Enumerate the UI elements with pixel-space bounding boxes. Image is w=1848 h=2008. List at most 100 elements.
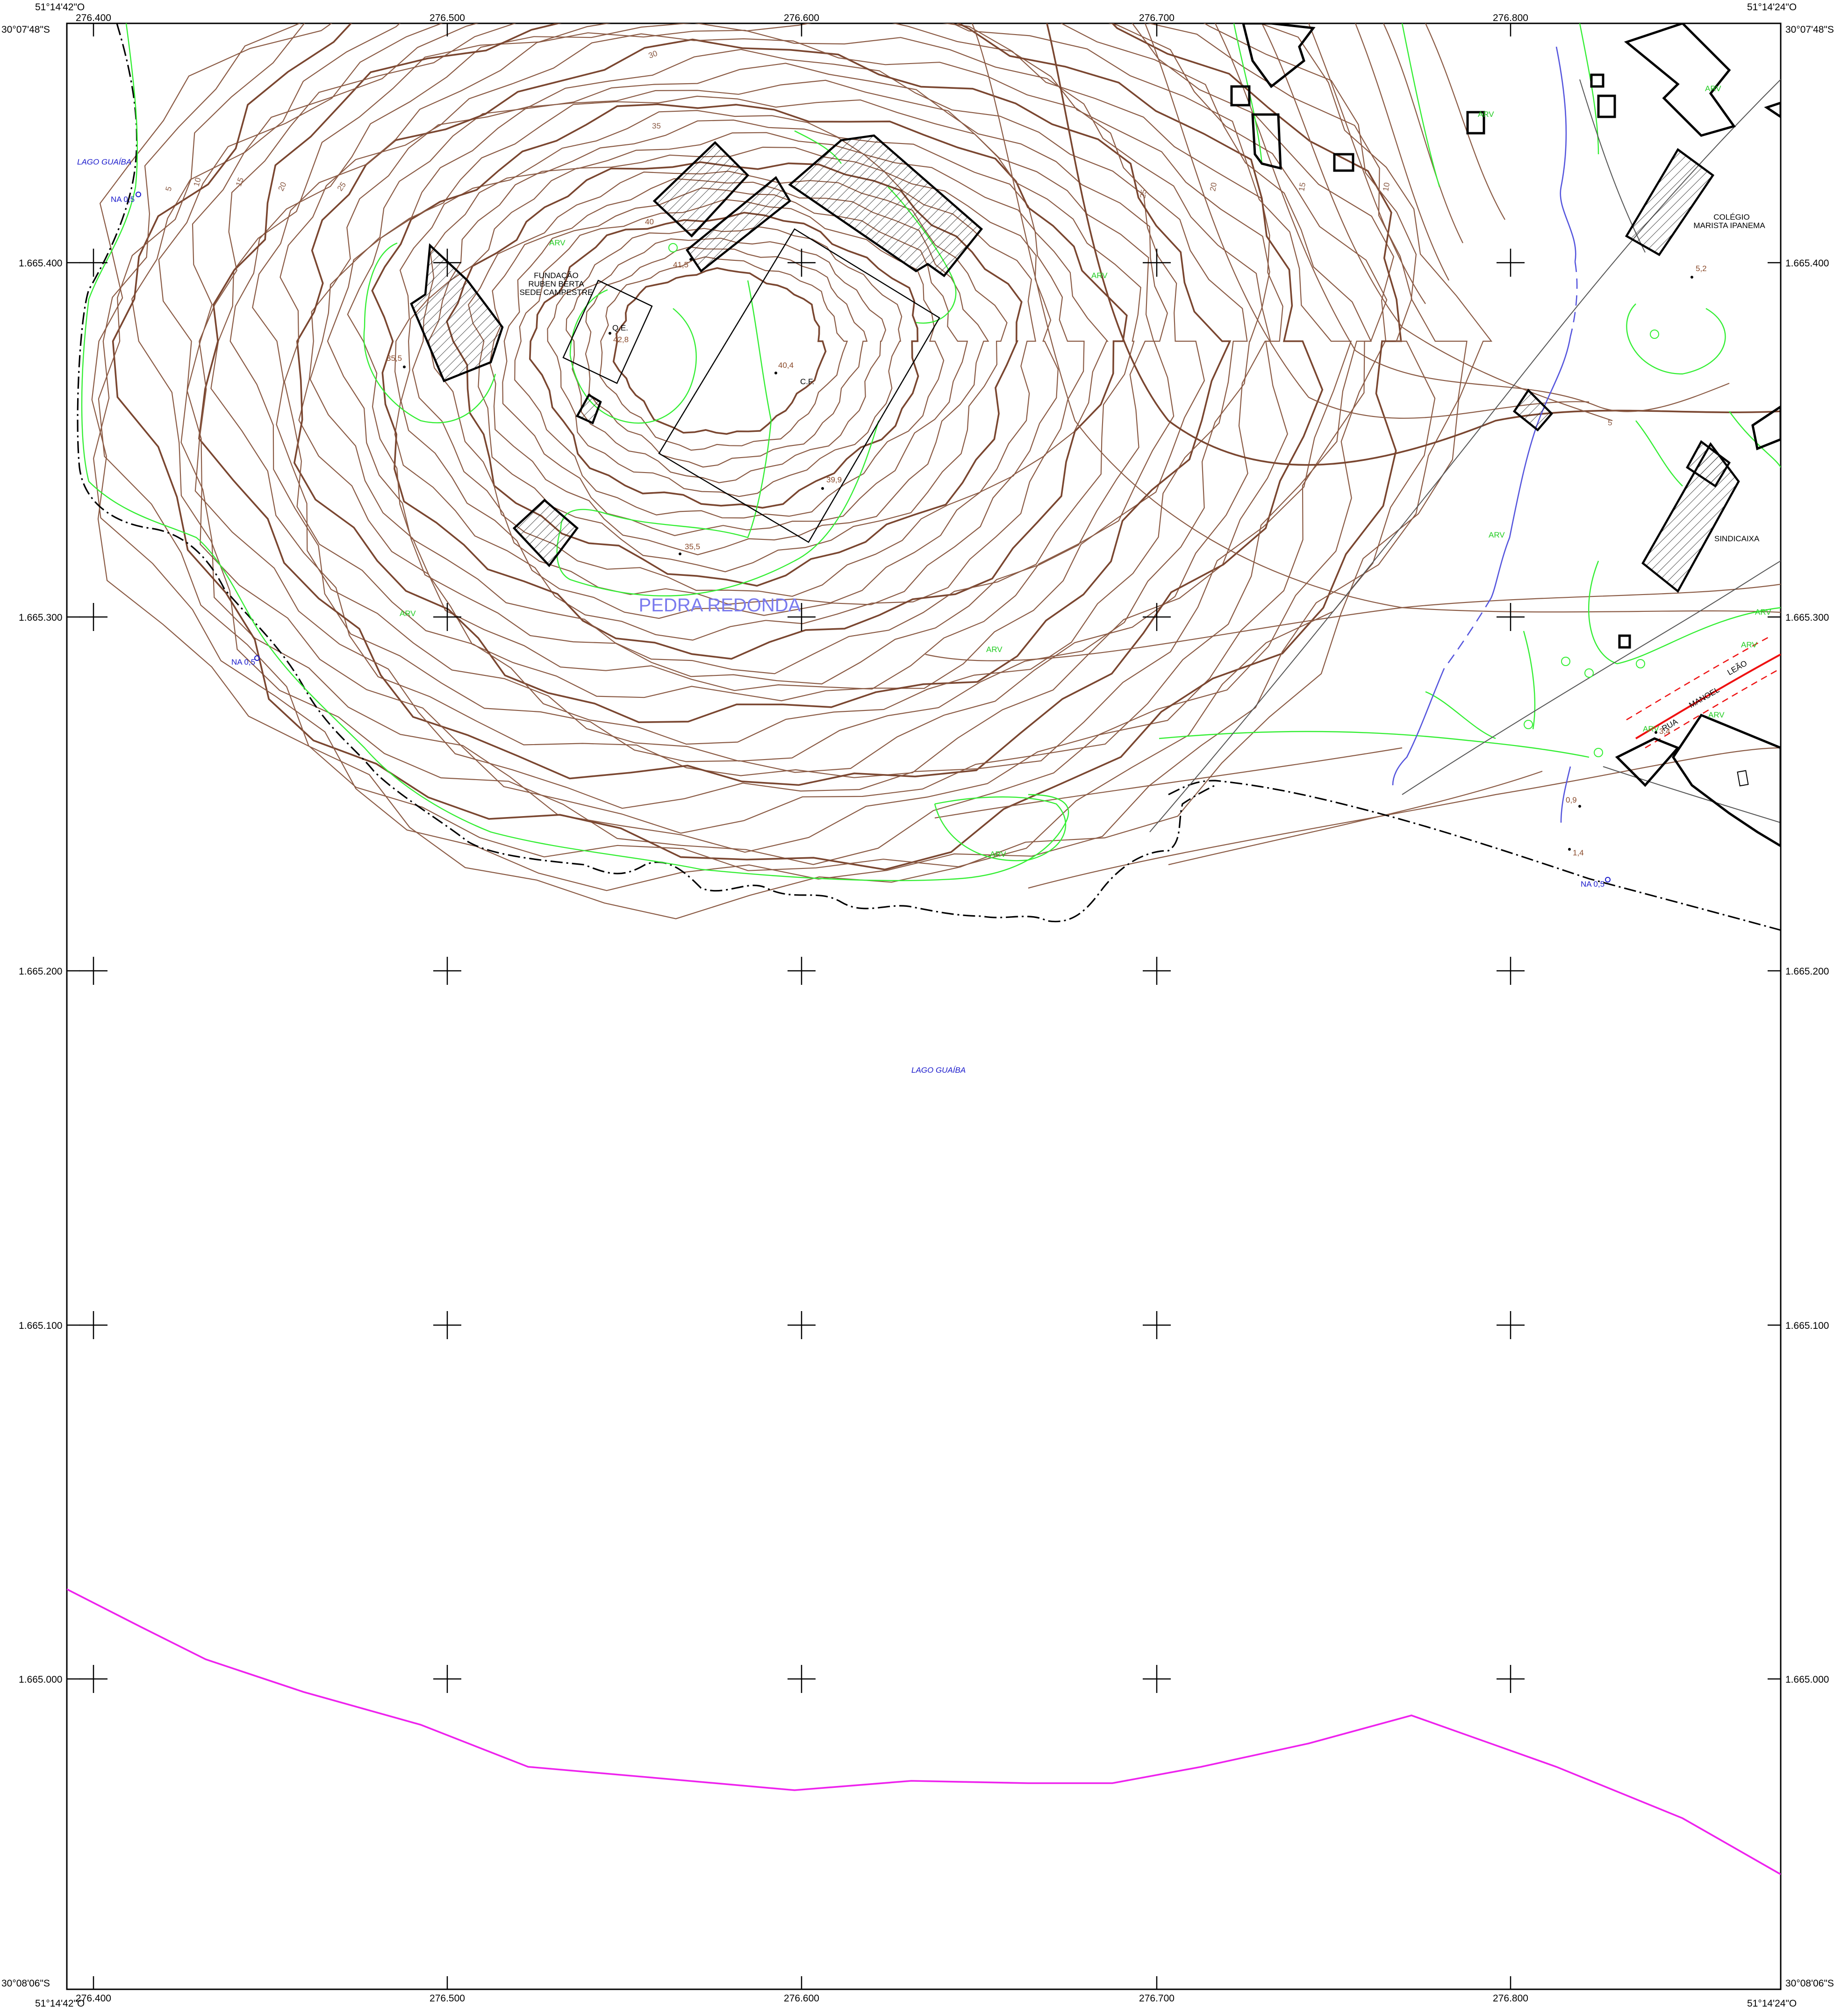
spot-height: 1,4: [1573, 848, 1584, 857]
grid-x-labels-bottom: 276.400 276.500 276.600 276.700 276.800: [76, 1993, 1528, 2004]
shoreline-east: [1168, 781, 1781, 930]
spot-height: 39,9: [826, 475, 842, 484]
contour-label: 10: [192, 177, 203, 187]
contour-line: [401, 120, 1084, 618]
label-ruben-berta: RUBEN BERTA: [528, 280, 584, 288]
label-water-level: NA 0,5: [1581, 880, 1604, 889]
spot-height: 35,5: [685, 542, 700, 551]
vegetation-label: ARV: [1755, 608, 1771, 617]
spot-height: 42,8: [613, 335, 629, 344]
place-name-pedra-redonda: PEDRA REDONDA: [639, 595, 801, 616]
contour-label: 15: [1297, 182, 1307, 192]
vegetation-label: ARV: [986, 645, 1003, 654]
spot-height: 5,2: [1696, 264, 1707, 273]
grid-x-label: 276.400: [76, 13, 111, 23]
contour-label: 20: [276, 181, 288, 193]
contour-label: 5: [1608, 418, 1612, 427]
sports-field: [659, 229, 939, 542]
spot-height: 3,4: [1659, 727, 1670, 736]
contour-label: 25: [336, 180, 348, 193]
grid-y-label: 1.665.300: [1785, 612, 1829, 623]
vegetation-labels: ARV ARV ARV ARV ARV ARV ARV ARV ARV ARV …: [400, 84, 1771, 859]
tree-symbols: [669, 244, 1659, 757]
contour-line: [93, 0, 1467, 890]
buildings: [411, 23, 1781, 846]
corner-lon-bottom-left: 51°14'42"O: [35, 1998, 85, 2008]
label-water-level: NA 0,5: [231, 658, 255, 667]
vegetation-label: ARV: [549, 238, 566, 247]
grid-y-label: 1.665.000: [19, 1674, 62, 1685]
corner-lon-bottom-right: 51°14'24"O: [1747, 1998, 1797, 2008]
contour-line: [92, 0, 1491, 919]
contour-label: 5: [164, 186, 174, 192]
grid-x-label: 276.500: [430, 1993, 465, 2004]
label-lago-guaiba-center: LAGO GUAÍBA: [911, 1066, 966, 1075]
vegetation-label: ARV: [1741, 640, 1757, 649]
label-cf: C.F.: [800, 377, 814, 386]
contour-lines: [92, 0, 1491, 919]
vegetation-label: ARV: [1708, 710, 1725, 719]
corner-lon-top-left: 51°14'42"O: [35, 2, 85, 13]
corner-lon-top-right: 51°14'24"O: [1747, 2, 1797, 13]
vegetation-label: ARV: [1489, 531, 1505, 539]
contour-label: 25: [1138, 189, 1148, 199]
spot-heights: 41,5 40 42,8 40,4 35,5 39,9 35,5 5,2 0,9…: [387, 217, 1707, 857]
label-water-level: NA 0,5: [111, 195, 135, 204]
grid-y-labels-right: 1.665.400 1.665.300 1.665.200 1.665.100 …: [1785, 258, 1829, 1685]
frame-ticks: [67, 23, 1781, 1989]
contour-label: 30: [647, 49, 659, 60]
contour-label: 10: [1381, 182, 1391, 192]
spot-height: 41,5: [673, 260, 688, 269]
corner-lat-bottom-left: 30°08'06"S: [1, 1978, 50, 1989]
contour-label: 35: [652, 122, 661, 130]
corner-lat-bottom-right: 30°08'06"S: [1785, 1978, 1834, 1989]
contour-line: [614, 268, 826, 434]
label-fundacao: FUNDAÇÃO: [534, 271, 578, 280]
grid-y-labels-left: 1.665.400 1.665.300 1.665.200 1.665.100 …: [19, 258, 62, 1685]
grid-x-label: 276.700: [1139, 13, 1175, 23]
contour-line: [395, 110, 1108, 640]
grid-x-label: 276.600: [784, 13, 819, 23]
grid-x-label: 276.800: [1493, 1993, 1528, 2004]
label-lago-guaiba-nw: LAGO GUAÍBA: [77, 158, 131, 166]
grid-x-labels-top: 276.400 276.500 276.600 276.700 276.800: [76, 13, 1528, 23]
grid-x-label: 276.800: [1493, 13, 1528, 23]
grid-y-label: 1.665.100: [19, 1320, 62, 1331]
spot-height: 40,4: [778, 361, 794, 370]
label-marista-ipanema: MARISTA IPANEMA: [1693, 221, 1765, 230]
corner-lat-top-right: 30°07'48"S: [1785, 24, 1834, 35]
vegetation-label: ARV: [1478, 110, 1494, 119]
stream: [1393, 47, 1577, 823]
contour-label: 20: [1208, 182, 1218, 192]
label-sede-campestre: SEDE CAMPESTRE: [520, 288, 593, 297]
corner-lat-top-left: 30°07'48"S: [1, 24, 50, 35]
grid-y-label: 1.665.200: [1785, 966, 1829, 977]
grid-y-label: 1.665.000: [1785, 1674, 1829, 1685]
spot-height: 0,9: [1566, 796, 1577, 804]
grid-y-label: 1.665.300: [19, 612, 62, 623]
contour-label: 15: [234, 176, 245, 187]
grid-y-label: 1.665.200: [19, 966, 62, 977]
grid-y-label: 1.665.400: [1785, 258, 1829, 269]
grid-x-label: 276.700: [1139, 1993, 1175, 2004]
vegetation-label: ARV: [1091, 271, 1108, 280]
grid-x-label: 276.500: [430, 13, 465, 23]
grid-x-label: 276.600: [784, 1993, 819, 2004]
contour-line: [548, 227, 902, 496]
map-frame: [67, 23, 1781, 1989]
grid-y-label: 1.665.100: [1785, 1320, 1829, 1331]
grid-y-label: 1.665.400: [19, 258, 62, 269]
vegetation-label: ARV: [1705, 84, 1721, 93]
spot-height: 40: [645, 217, 654, 226]
label-sindicaixa: SINDICAIXA: [1714, 534, 1760, 543]
label-colegio: COLÉGIO: [1713, 213, 1749, 222]
contour-line: [372, 104, 1127, 659]
contour-line: [199, 0, 1323, 785]
vegetation-label: ARV: [400, 609, 416, 618]
label-qe: Q.E.: [612, 323, 628, 332]
contour-line: [294, 40, 1230, 723]
municipal-boundary: [67, 1589, 1781, 1874]
contour-line: [600, 257, 847, 451]
